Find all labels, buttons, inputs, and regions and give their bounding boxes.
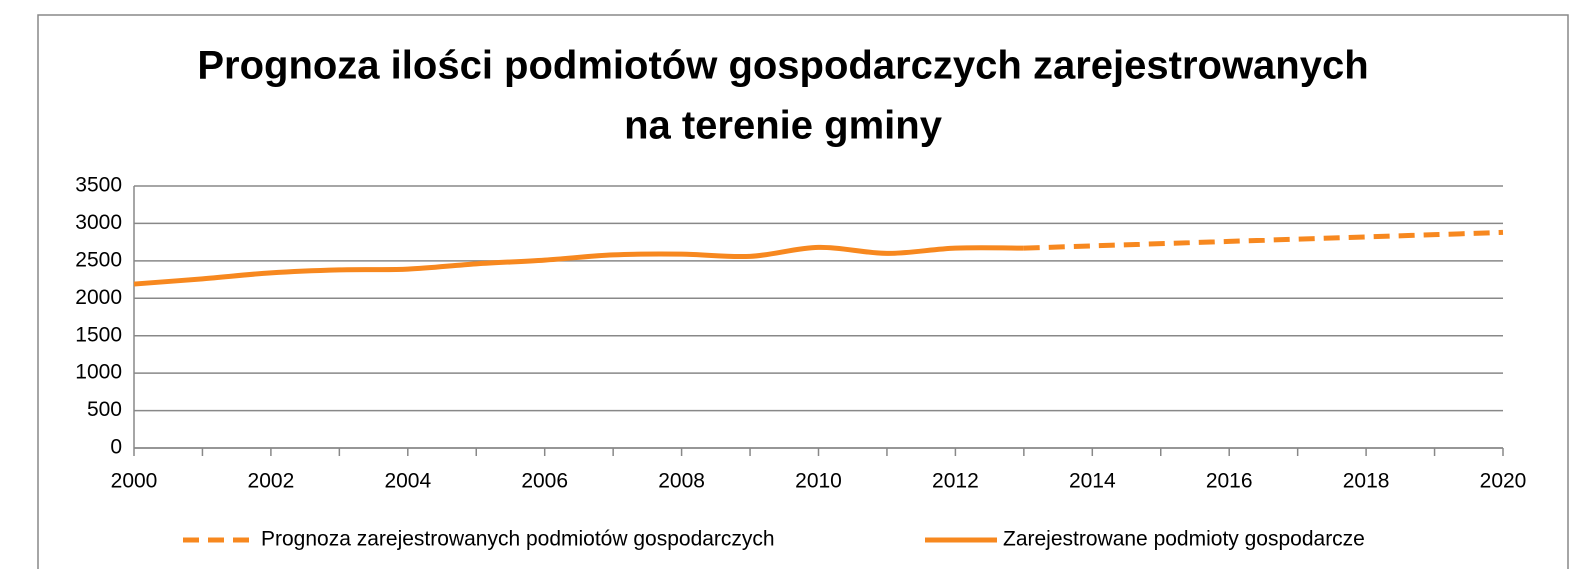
y-tick-label: 3000: [75, 211, 122, 234]
chart-frame: [37, 14, 1569, 569]
y-tick-label: 2500: [75, 248, 122, 271]
x-tick-label: 2006: [521, 470, 568, 493]
y-tick-label: 1000: [75, 361, 122, 384]
x-tick-label: 2010: [795, 470, 842, 493]
x-tick-label: 2020: [1480, 470, 1527, 493]
x-tick-label: 2004: [384, 470, 431, 493]
y-tick-label: 1500: [75, 323, 122, 346]
chart-title: Prognoza ilości podmiotów gospodarczych …: [197, 44, 1368, 88]
x-tick-label: 2000: [111, 470, 158, 493]
line-series: [133, 244, 1024, 287]
y-tick-label: 3500: [75, 174, 122, 197]
y-tick-label: 500: [87, 398, 122, 421]
y-tick-label: 2000: [75, 286, 122, 309]
x-tick-label: 2016: [1206, 470, 1253, 493]
x-tick-label: 2014: [1069, 470, 1116, 493]
x-tick-label: 2012: [932, 470, 979, 493]
chart-title: na terenie gminy: [624, 104, 943, 148]
x-tick-label: 2018: [1343, 470, 1390, 493]
y-tick-label: 0: [110, 436, 122, 459]
legend-label: Prognoza zarejestrowanych podmiotów gosp…: [261, 528, 775, 551]
line-series: [1023, 229, 1504, 251]
x-tick-label: 2002: [248, 470, 295, 493]
x-tick-label: 2008: [658, 470, 705, 493]
legend-label: Zarejestrowane podmioty gospodarcze: [1003, 528, 1365, 551]
